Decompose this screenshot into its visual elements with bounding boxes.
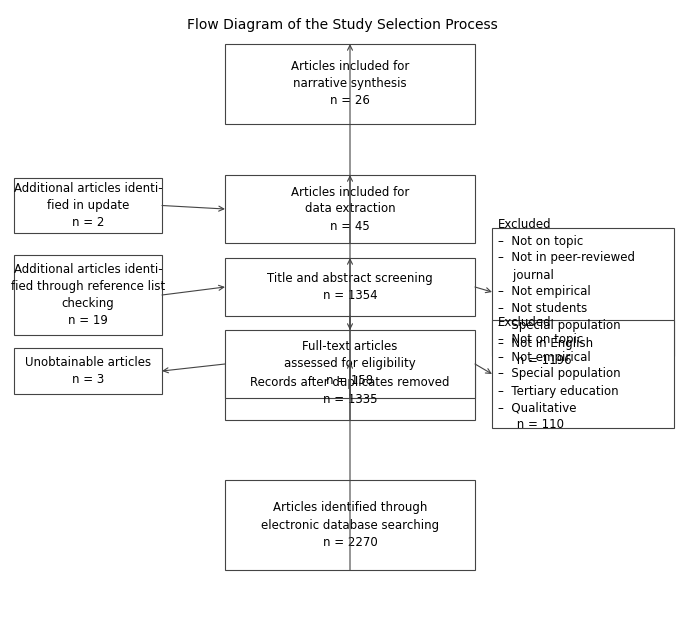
Bar bbox=[14, 348, 162, 394]
Bar bbox=[492, 228, 674, 356]
Text: Additional articles identi-
fied through reference list
checking
n = 19: Additional articles identi- fied through… bbox=[11, 263, 165, 327]
Bar bbox=[492, 320, 674, 428]
Bar bbox=[225, 480, 475, 570]
Bar bbox=[14, 255, 162, 335]
Text: Articles included for
data extraction
n = 45: Articles included for data extraction n … bbox=[291, 186, 409, 233]
Text: Articles identified through
electronic database searching
n = 2270: Articles identified through electronic d… bbox=[261, 501, 439, 548]
Bar bbox=[225, 330, 475, 398]
Bar bbox=[225, 362, 475, 420]
Bar bbox=[225, 175, 475, 243]
Text: Full-text articles
assessed for eligibility
n = 158: Full-text articles assessed for eligibil… bbox=[284, 340, 416, 387]
Text: Excluded
–  Not on topic
–  Not empirical
–  Special population
–  Tertiary educ: Excluded – Not on topic – Not empirical … bbox=[498, 316, 621, 432]
Bar bbox=[14, 178, 162, 233]
Text: Title and abstract screening
n = 1354: Title and abstract screening n = 1354 bbox=[267, 272, 433, 302]
Text: Articles included for
narrative synthesis
n = 26: Articles included for narrative synthesi… bbox=[291, 60, 409, 108]
Text: Excluded
–  Not on topic
–  Not in peer-reviewed
    journal
–  Not empirical
– : Excluded – Not on topic – Not in peer-re… bbox=[498, 217, 635, 366]
Text: Flow Diagram of the Study Selection Process: Flow Diagram of the Study Selection Proc… bbox=[186, 18, 497, 32]
Text: Additional articles identi-
fied in update
n = 2: Additional articles identi- fied in upda… bbox=[14, 182, 162, 229]
Bar bbox=[225, 44, 475, 124]
Bar bbox=[225, 258, 475, 316]
Text: Records after duplicates removed
n = 1335: Records after duplicates removed n = 133… bbox=[250, 376, 450, 406]
Text: Unobtainable articles
n = 3: Unobtainable articles n = 3 bbox=[25, 356, 151, 386]
